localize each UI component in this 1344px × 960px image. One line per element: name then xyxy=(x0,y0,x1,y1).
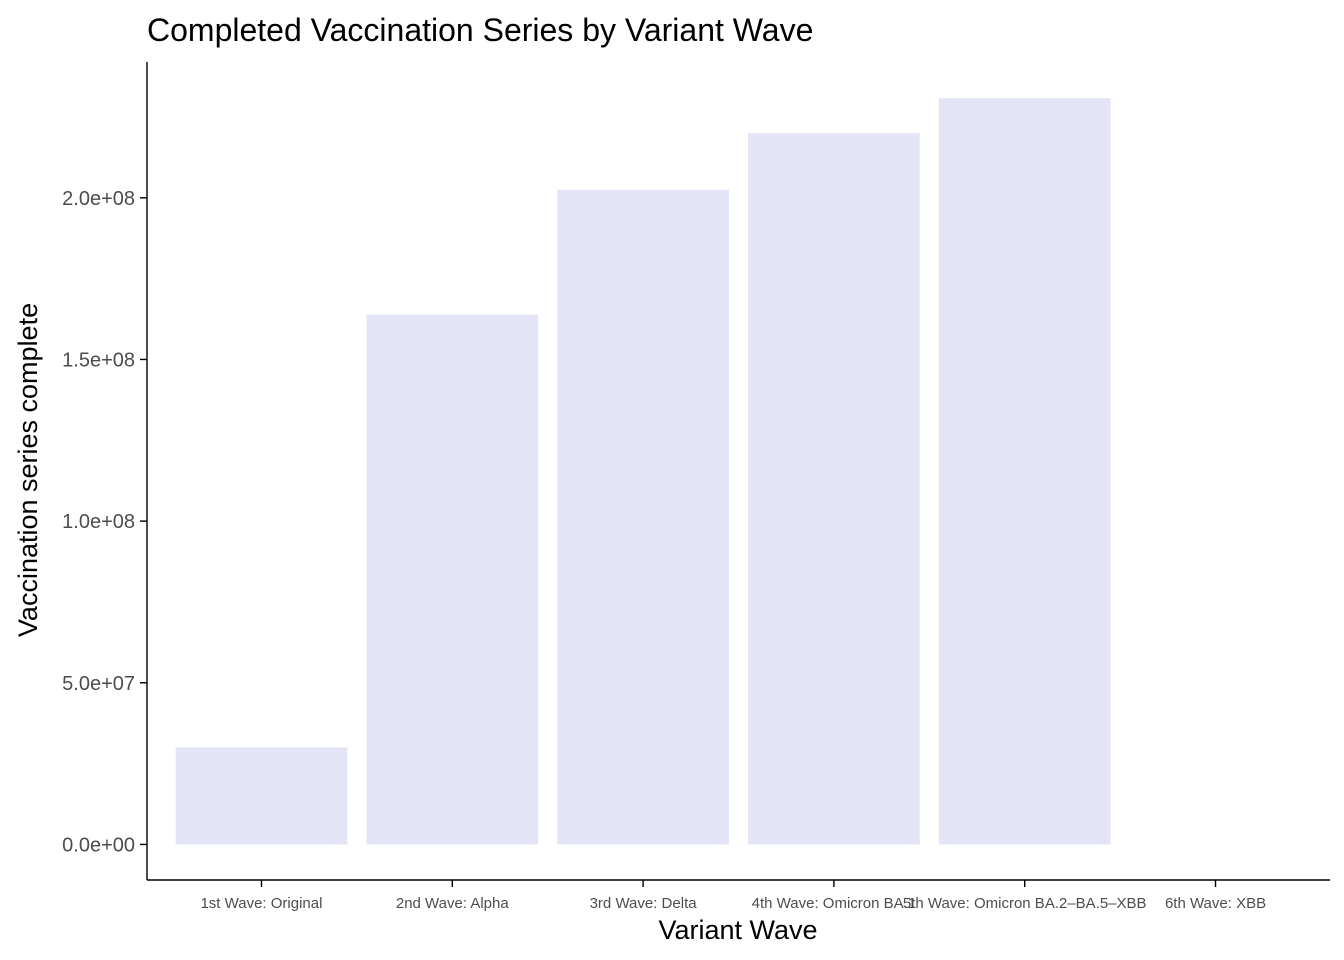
bar-2 xyxy=(366,314,539,845)
bar-4 xyxy=(748,133,920,845)
x-tick-label: 2nd Wave: Alpha xyxy=(396,895,510,912)
y-tick-label: 1.0e+08 xyxy=(62,511,135,533)
y-tick-label: 5.0e+07 xyxy=(62,673,135,695)
x-tick-label: 1st Wave: Original xyxy=(200,895,322,912)
x-tick-label: 4th Wave: Omicron BA.1 xyxy=(752,895,917,912)
bar-5 xyxy=(938,98,1111,845)
bar-3 xyxy=(557,189,729,845)
y-axis-ticks: 0.0e+00 5.0e+07 1.0e+08 1.5e+08 2.0e+08 xyxy=(62,188,147,856)
y-tick-label: 0.0e+00 xyxy=(62,834,135,856)
y-axis-title: Vaccination series complete xyxy=(13,303,43,637)
x-tick-label: 3rd Wave: Delta xyxy=(590,895,698,912)
y-tick-label: 2.0e+08 xyxy=(62,188,135,210)
bars-group xyxy=(175,98,1111,845)
x-axis-title: Variant Wave xyxy=(658,915,817,945)
y-tick-label: 1.5e+08 xyxy=(62,349,135,371)
chart-title: Completed Vaccination Series by Variant … xyxy=(147,12,813,48)
bar-1 xyxy=(175,747,348,845)
x-axis-ticks: 1st Wave: Original 2nd Wave: Alpha 3rd Wav… xyxy=(200,880,1266,912)
x-tick-label: 6th Wave: XBB xyxy=(1165,895,1266,912)
x-tick-label: 5th Wave: Omicron BA.2–BA.5–XBB xyxy=(903,895,1147,912)
